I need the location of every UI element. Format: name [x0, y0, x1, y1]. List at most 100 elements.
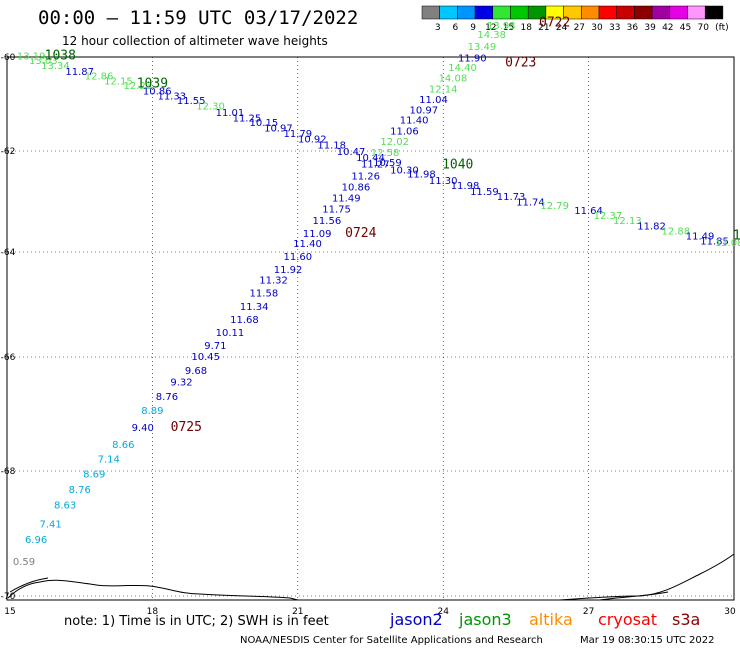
wave-height-value: 14.40 — [448, 63, 477, 74]
lon-tick-label: 21 — [292, 607, 303, 617]
wave-height-value: 10.47 — [337, 147, 366, 158]
track-nw-se: 13.1913.0313.3411.8712.8612.1512.2310.86… — [17, 51, 740, 249]
wave-height-value: 11.74 — [516, 198, 545, 209]
lat-tick-label: -64 — [1, 248, 16, 258]
legend-swatch — [510, 5, 529, 20]
lat-tick-label: -70 — [1, 592, 16, 602]
wave-height-value: 11.73 — [497, 192, 526, 203]
wave-height-value: 11.32 — [259, 276, 288, 287]
track-sw-ne: 0.59 6.96 7.41 8.63 8.76 8.69 7.14 8.66 9.40 8.89… — [13, 21, 516, 568]
orbit-labels: 1038 1039 1040 1041 0722 0723 0724 0725 — [45, 15, 740, 435]
wave-height-legend: 3 6 9 12 15 18 21 24 27 30 33 36 39 42 45 70 (ft) — [421, 5, 729, 33]
wave-height-value: 11.40 — [400, 116, 429, 127]
legend-swatch — [457, 5, 476, 20]
legend-label: 9 — [470, 23, 476, 33]
lon-tick-label: 30 — [724, 607, 736, 617]
wave-height-value: 14.08 — [439, 73, 468, 84]
wave-height-value: 0.59 — [13, 557, 35, 568]
satellite-name: jason3 — [458, 610, 512, 629]
wave-height-value: 8.76 — [156, 392, 178, 403]
wave-height-value: 11.56 — [313, 216, 342, 227]
legend-label: 45 — [680, 23, 691, 33]
orbit-number-label: 1040 — [442, 158, 473, 173]
legend-swatch — [634, 5, 653, 20]
altimeter-tracks: 13.1913.0313.3411.8712.8612.1512.2310.86… — [13, 21, 740, 568]
lat-tick-label: -66 — [1, 353, 16, 363]
satellite-name: jason2 — [389, 610, 443, 629]
wave-height-value: 9.32 — [170, 378, 192, 389]
wave-height-value: 12.86 — [85, 72, 114, 83]
lon-tick-label: 15 — [4, 607, 15, 617]
wave-height-value: 11.26 — [351, 171, 380, 182]
wave-height-value: 11.49 — [686, 231, 715, 242]
orbit-number-label: 0724 — [345, 226, 376, 241]
lat-tick-label: -68 — [1, 467, 16, 477]
wave-height-value: 12.14 — [429, 84, 458, 95]
satellite-name: cryosat — [598, 610, 657, 629]
legend-label: 3 — [435, 23, 441, 33]
wave-height-value: 7.41 — [39, 519, 61, 530]
wave-height-value: 11.64 — [574, 206, 603, 217]
wave-height-value: 9.40 — [132, 423, 154, 434]
satellite-legend: jason2 jason3 altika cryosat s3a — [389, 610, 700, 629]
wave-height-value: 10.86 — [342, 182, 371, 193]
legend-swatch — [669, 5, 688, 20]
legend-label: 70 — [697, 23, 709, 33]
legend-label: 42 — [662, 23, 673, 33]
wave-height-value: 10.59 — [373, 158, 402, 169]
legend-units: (ft) — [715, 23, 729, 33]
wave-height-value: 11.92 — [274, 265, 303, 276]
wave-height-value: 11.06 — [390, 127, 419, 138]
wave-height-value: 11.30 — [429, 176, 458, 187]
wave-height-value: 12.30 — [196, 102, 225, 113]
legend-label: 39 — [644, 23, 656, 33]
legend-label: 21 — [538, 23, 549, 33]
legend-label: 6 — [453, 23, 459, 33]
wave-height-value: 8.69 — [83, 469, 105, 480]
wave-height-value: 11.98 — [451, 181, 480, 192]
wave-height-value: 8.76 — [69, 485, 91, 496]
lon-tick-label: 27 — [583, 607, 594, 617]
wave-height-value: 10.11 — [216, 328, 245, 339]
wave-height-value: 11.49 — [332, 194, 361, 205]
wave-height-value: 11.25 — [233, 113, 262, 124]
footer-note: note: 1) Time is in UTC; 2) SWH is in fe… — [64, 614, 329, 629]
orbit-number-label: 1041 — [733, 228, 740, 243]
legend-swatch — [439, 5, 458, 20]
wave-height-value: 11.01 — [216, 108, 245, 119]
graticule — [6, 56, 735, 600]
legend-label: 15 — [503, 23, 514, 33]
page-title: 00:00 – 11:59 UTC 03/17/2022 — [38, 7, 358, 29]
legend-label: 36 — [627, 23, 639, 33]
legend-swatch — [492, 5, 511, 20]
timestamp-text: Mar 19 08:30:15 UTC 2022 — [580, 635, 715, 646]
wave-height-value: 10.15 — [250, 118, 279, 129]
wave-height-value: 13.19 — [17, 51, 46, 62]
wave-height-value: 14.38 — [477, 30, 506, 41]
wave-height-value: 12.02 — [380, 137, 409, 148]
wave-height-value: 11.85 — [700, 236, 729, 247]
lon-tick-label: 24 — [437, 607, 449, 617]
orbit-number-label: 1039 — [137, 77, 168, 92]
wave-height-value: 11.87 — [65, 67, 94, 78]
wave-height-value: 9.71 — [204, 341, 226, 352]
wave-height-value: 10.86 — [143, 87, 172, 98]
wave-height-value: 11.27 — [361, 160, 390, 171]
wave-height-value: 12.37 — [594, 211, 623, 222]
wave-height-value: 12.58 — [371, 148, 400, 159]
orbit-number-label: 0723 — [505, 55, 536, 70]
coastline — [7, 553, 735, 601]
wave-height-value: 13.08 — [715, 238, 740, 249]
credit-text: NOAA/NESDIS Center for Satellite Applica… — [240, 635, 543, 646]
wave-height-value: 11.98 — [407, 169, 436, 180]
wave-height-value: 11.75 — [322, 205, 351, 216]
wave-height-value: 10.44 — [356, 153, 385, 164]
legend-swatch — [474, 5, 494, 20]
wave-height-value: 11.82 — [637, 221, 666, 232]
wave-height-value: 11.68 — [230, 315, 259, 326]
satellite-name: altika — [529, 610, 573, 629]
legend-label: 30 — [591, 23, 603, 33]
wave-height-value: 11.34 — [240, 302, 269, 313]
legend-swatch — [704, 5, 724, 20]
